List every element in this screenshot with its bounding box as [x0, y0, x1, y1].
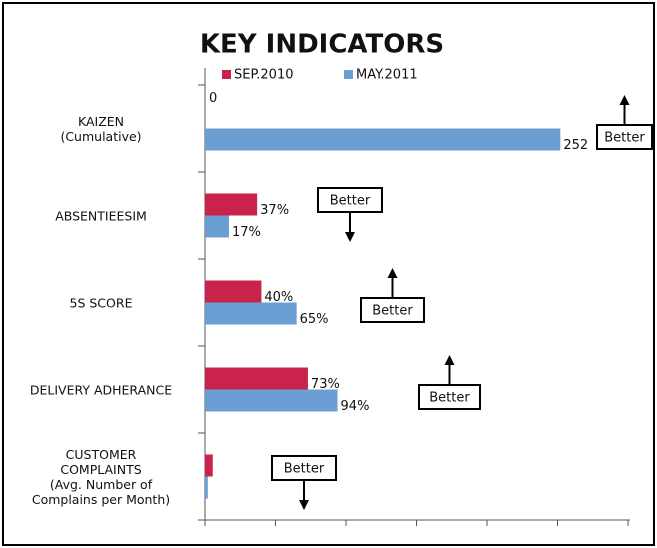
bar [205, 128, 561, 151]
annotation-arrowhead [619, 95, 630, 105]
data-label: 37% [260, 203, 289, 218]
annotation-box [418, 384, 481, 410]
bar [205, 193, 258, 216]
annotation-text: Better [372, 304, 413, 319]
y-tick-label: 5S SCORE [69, 295, 133, 310]
legend-label: MAY.2011 [356, 68, 418, 83]
data-label: 94% [341, 399, 370, 414]
y-tick-label: ABSENTIEESIM [55, 208, 147, 223]
y-tick-label: KAIZEN (Cumulative) [60, 113, 142, 144]
legend-label: SEP.2010 [234, 68, 294, 83]
annotation-box [360, 297, 425, 323]
data-label: 0 [209, 91, 217, 106]
annotation-text: Better [429, 391, 470, 406]
data-label: 252 [563, 138, 588, 153]
data-label: 73% [311, 377, 340, 392]
bar [205, 389, 338, 412]
bar [205, 454, 213, 477]
annotation-arrowhead [345, 232, 355, 242]
bar [205, 215, 229, 238]
annotation-text: Better [284, 462, 325, 477]
data-label: 65% [300, 312, 329, 327]
y-tick-label: DELIVERY ADHERANCE [29, 382, 173, 397]
bar [205, 280, 262, 303]
annotation-text: Better [330, 194, 371, 209]
bar [205, 367, 308, 390]
bar [205, 476, 208, 499]
annotation-text: Better [604, 131, 645, 146]
y-tick-label: CUSTOMER COMPLAINTS (Avg. Number of Comp… [31, 446, 171, 507]
annotation-arrowhead [299, 500, 309, 510]
annotation-arrowhead [444, 355, 455, 365]
bar [205, 302, 297, 325]
annotation-arrowhead [387, 268, 398, 278]
annotation-box [596, 124, 653, 150]
data-label: 40% [264, 290, 293, 305]
legend-swatch [222, 70, 231, 79]
chart-title: KEY INDICATORS [200, 30, 444, 60]
legend-swatch [344, 70, 353, 79]
data-label: 17% [232, 225, 261, 240]
